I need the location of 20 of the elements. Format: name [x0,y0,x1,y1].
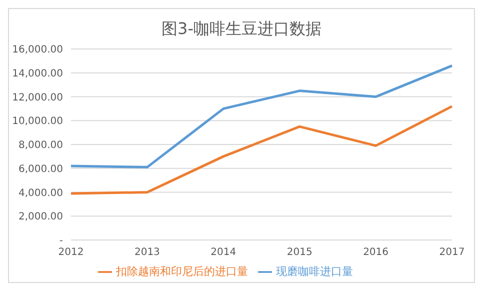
legend-label: 扣除越南和印尼后的进口量 [116,265,248,278]
x-tick-label: 2013 [134,247,160,258]
x-tick-label: 2017 [439,247,465,258]
y-tick-label: 6,000.00 [18,164,63,175]
line-series [70,64,454,168]
x-tick-label: 2016 [363,247,389,258]
y-tick-label: 4,000.00 [18,188,63,199]
line-series [70,105,454,195]
chart-title: 图3-咖啡生豆进口数据 [160,19,322,40]
y-tick-label: 10,000.00 [12,116,63,128]
y-tick-label: 16,000.00 [12,44,63,56]
y-tick-label: 2,000.00 [18,212,63,223]
y-tick-label: 14,000.00 [12,68,63,80]
x-tick-label: 2015 [286,247,312,258]
x-tick-label: 2014 [210,247,236,258]
y-tick-label: 12,000.00 [12,92,63,104]
x-tick-label: 2012 [58,247,84,258]
y-tick-label: 8,000.00 [18,140,63,152]
y-tick-label: - [59,236,64,247]
legend-label: 现磨咖啡进口量 [276,265,353,278]
